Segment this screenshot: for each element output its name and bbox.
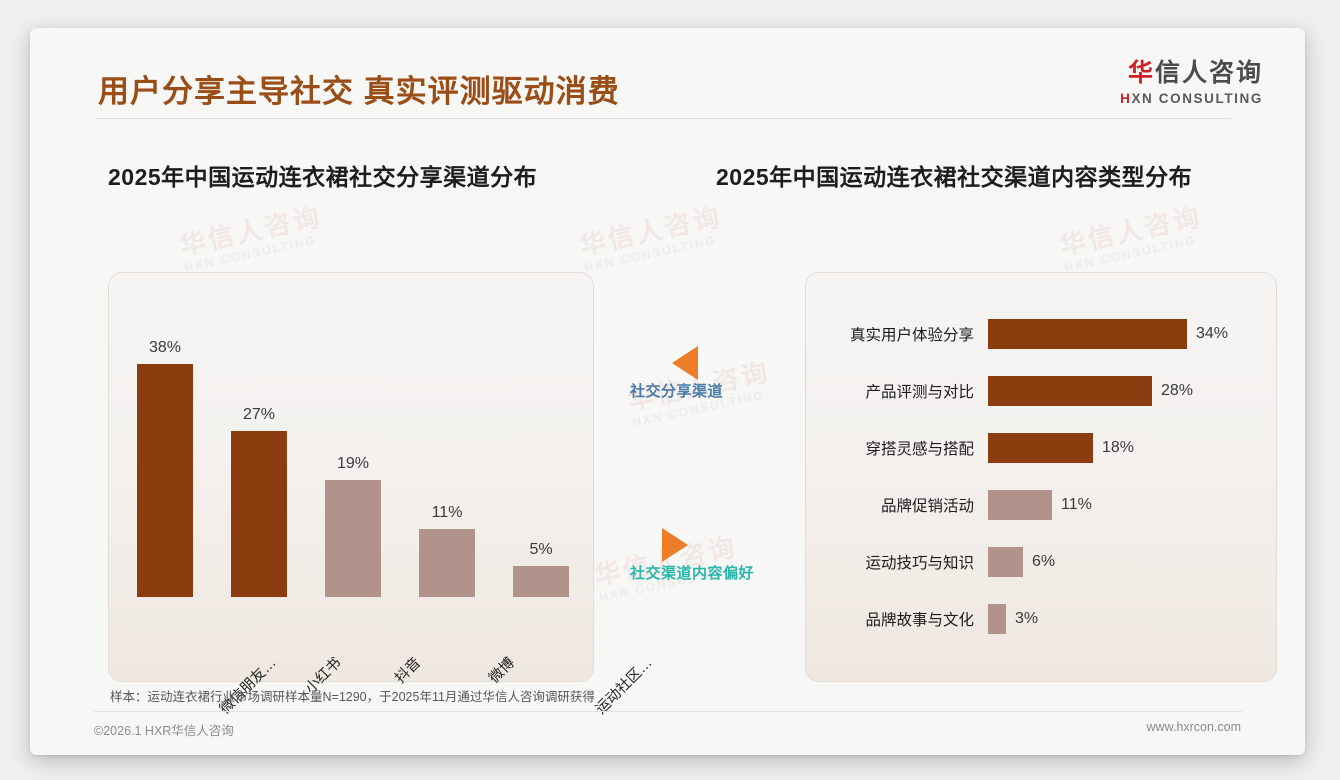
callout-content-preference: 社交渠道内容偏好 [630, 528, 754, 583]
category-label: 真实用户体验分享 [849, 327, 974, 344]
bar-value-label: 6% [1032, 553, 1056, 570]
category-label: 品牌促销活动 [880, 498, 974, 515]
horizontal-bar[interactable] [988, 376, 1152, 406]
horizontal-bar-row: 产品评测与对比 28% [806, 376, 1276, 406]
vertical-bar-group: 27% [231, 406, 287, 597]
footer-divider [94, 711, 1242, 712]
horizontal-bar-row: 穿搭灵感与搭配 18% [806, 433, 1276, 463]
horizontal-bar-row: 品牌故事与文化 3% [806, 604, 1276, 634]
bar-value-label: 19% [336, 455, 370, 472]
website-url[interactable]: www.hxrcon.com [1146, 720, 1241, 734]
horizontal-bar[interactable] [988, 319, 1187, 349]
left-chart-panel: 38% 微信朋友… 27% 小红书 19% 抖音 11% 微博 5% 运动社区… [108, 272, 656, 717]
sample-note: 样本：运动连衣裙行业市场调研样本量N=1290，于2025年11月通过华信人咨询… [110, 690, 595, 704]
horizontal-bar[interactable] [988, 490, 1052, 520]
category-label: 运动社区… [593, 654, 656, 718]
company-logo: 华信人咨询 HXN CONSULTING [1120, 59, 1263, 106]
horizontal-bar[interactable] [988, 604, 1006, 634]
vertical-bar-group: 5% [513, 541, 569, 597]
logo-h-char: H [1120, 90, 1132, 106]
vertical-bar[interactable] [231, 431, 287, 597]
callout-social-share-channel: 社交分享渠道 [630, 346, 723, 401]
vertical-bar-group: 19% [325, 455, 381, 597]
bar-value-label: 38% [148, 339, 182, 356]
horizontal-bar-chart: 真实用户体验分享 34% 产品评测与对比 28% 穿搭灵感与搭配 18% 品牌促销活动 11%… [806, 273, 1276, 681]
horizontal-bar[interactable] [988, 433, 1093, 463]
watermark-en: HXN CONSULTING [583, 232, 719, 275]
watermark: 华信人咨询 HXN CONSULTING [176, 201, 328, 275]
logo-chinese-text: 华信人咨询 [1120, 59, 1263, 88]
watermark-cn: 华信人咨询 [576, 201, 725, 261]
right-chart-panel: 真实用户体验分享 34% 产品评测与对比 28% 穿搭灵感与搭配 18% 品牌促销活动 11%… [805, 272, 1277, 682]
right-chart-heading: 2025年中国运动连衣裙社交渠道内容类型分布 [716, 164, 1193, 190]
category-label: 品牌故事与文化 [865, 612, 974, 629]
callout-label: 社交分享渠道 [630, 383, 724, 400]
watermark-cn: 华信人咨询 [1056, 201, 1205, 261]
logo-hua-char: 华 [1127, 59, 1155, 87]
horizontal-bar-row: 运动技巧与知识 6% [806, 547, 1276, 577]
vertical-bar[interactable] [419, 529, 475, 597]
title-divider [96, 118, 1231, 119]
category-label: 产品评测与对比 [865, 384, 974, 401]
bar-value-label: 28% [1161, 382, 1194, 399]
category-label: 微博 [486, 654, 519, 687]
callout-label: 社交渠道内容偏好 [630, 565, 755, 582]
watermark-cn: 华信人咨询 [176, 201, 325, 261]
triangle-left-icon [672, 346, 698, 380]
bar-value-label: 34% [1196, 325, 1229, 342]
horizontal-bar-row: 品牌促销活动 11% [806, 490, 1276, 520]
vertical-bar-chart: 38% 微信朋友… 27% 小红书 19% 抖音 11% 微博 5% 运动社区… [109, 273, 656, 717]
watermark: 华信人咨询 HXN CONSULTING [576, 201, 728, 275]
bar-value-label: 18% [1102, 439, 1135, 456]
vertical-bar[interactable] [137, 364, 193, 597]
bar-value-label: 27% [242, 406, 276, 423]
triangle-right-icon [662, 528, 688, 562]
logo-en-rest: XN CONSULTING [1131, 90, 1263, 106]
category-label: 运动技巧与知识 [865, 555, 974, 572]
category-label: 穿搭灵感与搭配 [865, 441, 974, 458]
watermark-en: HXN CONSULTING [1063, 232, 1199, 275]
horizontal-bar-row: 真实用户体验分享 34% [806, 319, 1276, 349]
watermark: 华信人咨询 HXN CONSULTING [1056, 201, 1208, 275]
copyright-text: ©2026.1 HXR华信人咨询 [94, 724, 234, 738]
bar-value-label: 5% [529, 541, 553, 558]
vertical-bar-group: 38% [137, 339, 193, 597]
category-label: 抖音 [392, 654, 425, 687]
bar-value-label: 11% [431, 504, 463, 521]
slide-card: 用户分享主导社交 真实评测驱动消费 华信人咨询 HXN CONSULTING 2… [30, 28, 1305, 755]
watermark-en: HXN CONSULTING [183, 232, 319, 275]
page-title: 用户分享主导社交 真实评测驱动消费 [98, 74, 620, 109]
logo-cn-rest: 信人咨询 [1154, 59, 1263, 87]
bar-value-label: 3% [1015, 610, 1039, 627]
left-chart-heading: 2025年中国运动连衣裙社交分享渠道分布 [108, 164, 538, 190]
vertical-bar-group: 11% [419, 504, 475, 597]
logo-english-text: HXN CONSULTING [1120, 91, 1263, 106]
bar-value-label: 11% [1061, 496, 1092, 513]
horizontal-bar[interactable] [988, 547, 1023, 577]
vertical-bar[interactable] [513, 566, 569, 597]
vertical-bar[interactable] [325, 480, 381, 597]
